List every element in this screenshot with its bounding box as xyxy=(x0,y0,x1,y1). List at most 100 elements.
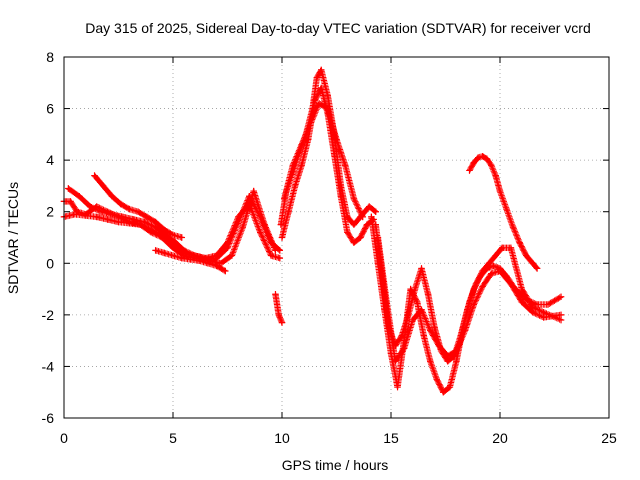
data-point xyxy=(204,260,212,267)
data-point xyxy=(488,270,495,277)
data-points xyxy=(60,66,565,396)
data-point xyxy=(374,234,382,241)
data-point xyxy=(178,234,185,241)
data-point xyxy=(479,283,486,290)
data-point xyxy=(529,260,536,267)
data-point xyxy=(152,218,159,226)
data-point xyxy=(337,193,345,200)
data-point xyxy=(261,221,268,228)
data-point xyxy=(228,252,236,259)
data-point xyxy=(311,97,318,105)
data-point xyxy=(492,172,499,179)
data-point xyxy=(392,358,399,365)
data-point xyxy=(289,162,297,169)
data-point xyxy=(398,332,406,339)
series-track-d xyxy=(91,172,185,241)
plot-frame xyxy=(63,56,610,419)
data-point xyxy=(470,285,478,293)
y-tick-label: 8 xyxy=(46,49,54,65)
data-point xyxy=(522,252,530,259)
data-point xyxy=(235,218,242,226)
data-point xyxy=(342,162,349,169)
data-point xyxy=(108,193,116,200)
data-point xyxy=(470,301,478,308)
data-point xyxy=(73,208,81,215)
data-point xyxy=(272,247,279,254)
data-point xyxy=(324,105,331,112)
y-tick-label: -2 xyxy=(42,307,55,323)
data-point xyxy=(291,182,299,190)
data-point xyxy=(427,358,434,365)
data-point xyxy=(134,208,142,215)
data-point xyxy=(298,141,305,148)
data-point xyxy=(522,296,530,303)
data-point xyxy=(152,247,159,254)
data-point xyxy=(148,229,155,236)
data-point xyxy=(100,182,107,190)
data-point xyxy=(411,285,419,293)
data-point xyxy=(315,100,323,107)
y-tick-label: -6 xyxy=(42,410,55,426)
series-track-e xyxy=(152,247,229,275)
data-point xyxy=(82,211,89,218)
data-point xyxy=(557,311,565,319)
series-track-m xyxy=(466,153,541,272)
data-point xyxy=(222,267,229,275)
data-point xyxy=(418,265,425,272)
data-point xyxy=(483,155,491,163)
data-point xyxy=(331,151,338,159)
data-point xyxy=(119,213,127,221)
data-point xyxy=(483,265,491,272)
data-point xyxy=(141,218,148,226)
data-point xyxy=(350,221,358,228)
data-point xyxy=(470,159,478,166)
data-point xyxy=(250,187,257,195)
data-point xyxy=(518,285,525,293)
data-point xyxy=(366,203,373,210)
data-point xyxy=(217,260,225,267)
data-point xyxy=(169,231,177,239)
data-point xyxy=(405,311,412,319)
data-point xyxy=(108,211,116,218)
data-point xyxy=(275,311,282,319)
data-point xyxy=(267,252,275,259)
data-point xyxy=(477,272,484,280)
data-point xyxy=(418,306,425,313)
y-tick-label: 6 xyxy=(46,101,54,117)
data-point xyxy=(400,345,408,352)
data-point xyxy=(533,265,541,272)
data-point xyxy=(440,389,447,396)
data-point xyxy=(76,193,83,200)
data-point xyxy=(498,244,506,252)
data-point xyxy=(529,309,536,316)
y-tick-label: 0 xyxy=(46,255,54,271)
data-point xyxy=(276,254,284,262)
data-point xyxy=(424,291,432,298)
data-point xyxy=(372,208,379,215)
data-point xyxy=(357,234,364,241)
data-point xyxy=(187,256,194,263)
data-point xyxy=(475,154,482,161)
data-point xyxy=(496,187,504,195)
data-point xyxy=(195,257,203,264)
data-point xyxy=(185,251,192,258)
data-point xyxy=(433,376,440,383)
data-point xyxy=(453,347,460,355)
y-tick-label: 2 xyxy=(46,204,54,220)
data-point xyxy=(516,239,523,246)
data-point xyxy=(143,213,151,221)
data-point xyxy=(158,234,166,241)
data-point xyxy=(278,319,286,326)
series-track-f xyxy=(272,291,286,326)
data-point xyxy=(318,84,325,92)
data-point xyxy=(544,301,552,308)
data-point xyxy=(540,314,547,321)
data-point xyxy=(372,221,379,228)
data-point xyxy=(466,167,473,174)
data-point xyxy=(272,291,279,298)
data-point xyxy=(126,205,133,213)
data-point xyxy=(174,244,181,252)
data-point xyxy=(359,213,366,221)
data-point xyxy=(178,254,185,262)
